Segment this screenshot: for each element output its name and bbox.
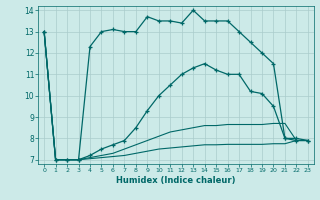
X-axis label: Humidex (Indice chaleur): Humidex (Indice chaleur) xyxy=(116,176,236,185)
